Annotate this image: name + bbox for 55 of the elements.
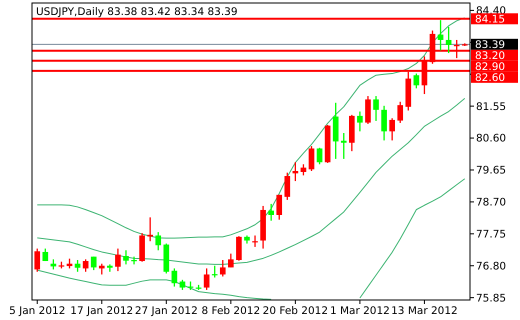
y-tick-label: 80.60 — [476, 132, 506, 145]
candlestick — [381, 105, 387, 142]
ref-line-label: 82.60 — [475, 72, 506, 84]
y-tick-label: 75.85 — [476, 292, 506, 304]
candlestick — [228, 252, 234, 268]
x-tick-label: 5 Jan 2012 — [9, 305, 66, 317]
candlestick — [236, 236, 242, 262]
candlestick — [172, 268, 178, 288]
candlestick — [389, 118, 395, 142]
candlestick — [276, 194, 282, 220]
candlestick — [123, 250, 129, 266]
candlestick — [357, 110, 363, 132]
candlestick — [284, 172, 290, 201]
candlestick — [220, 259, 226, 278]
y-tick-label: 77.75 — [476, 228, 506, 240]
x-tick-label: 17 Jan 2012 — [70, 305, 134, 317]
candlestick — [34, 248, 40, 272]
candlestick — [115, 248, 121, 272]
candlestick — [373, 95, 379, 122]
x-tick-label: 27 Jan 2012 — [134, 305, 198, 317]
y-tick-label: 78.70 — [476, 196, 506, 209]
y-tick-label: 76.80 — [476, 260, 506, 272]
candlestick — [365, 95, 371, 125]
candlestick — [82, 258, 88, 272]
x-tick-label: 20 Feb 2012 — [262, 305, 328, 317]
x-tick-label: 8 Feb 2012 — [202, 305, 260, 317]
ref-line-label: 83.39 — [475, 39, 506, 51]
candlestick — [252, 234, 258, 248]
candlestick — [42, 248, 48, 262]
ref-line-label: 82.90 — [475, 61, 506, 73]
candlestick — [316, 147, 322, 165]
candlestick — [74, 259, 80, 272]
candlestick — [180, 279, 186, 291]
candlestick — [98, 263, 105, 276]
ref-line-label: 83.20 — [475, 50, 506, 62]
candlestick — [90, 256, 97, 271]
candlestick — [292, 162, 298, 182]
candlestick — [268, 203, 274, 222]
candlestick — [446, 26, 452, 54]
x-tick-label: 1 Mar 2012 — [330, 305, 390, 317]
y-tick-label: 79.65 — [476, 164, 506, 177]
candlestick — [300, 164, 306, 176]
candlestick — [340, 132, 347, 160]
chart-title: USDJPY,Daily 83.38 83.42 83.34 83.39 — [36, 6, 238, 18]
candlestick — [212, 265, 218, 278]
x-tick-label: 13 Mar 2012 — [391, 305, 458, 317]
candlestick — [414, 72, 420, 89]
candlestick — [155, 231, 162, 251]
candlestick — [308, 145, 314, 172]
candlestick — [204, 268, 210, 291]
y-tick-label: 81.55 — [476, 100, 506, 113]
candlestick — [50, 258, 56, 270]
candlestick — [397, 101, 404, 124]
candlestick — [66, 258, 72, 270]
candlestick — [438, 19, 444, 52]
